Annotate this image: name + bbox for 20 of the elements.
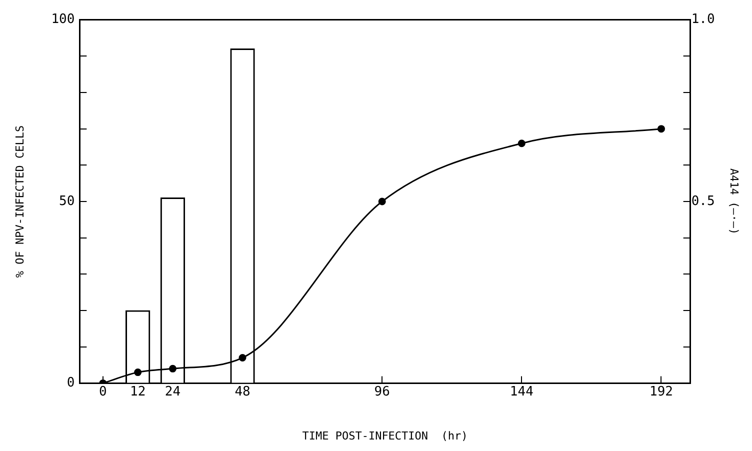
x-axis-title: TIME POST-INFECTION (hr) — [302, 429, 468, 442]
x-tick-label: 192 — [650, 384, 673, 400]
point — [134, 368, 142, 376]
y-tick-label: 100 — [51, 12, 75, 28]
x-tick-label: 12 — [130, 384, 146, 400]
point — [378, 198, 386, 206]
x-tick-label: 48 — [234, 384, 250, 400]
x-tick-label: 96 — [374, 384, 390, 400]
y2-tick-label: 1.0 — [691, 12, 715, 28]
x-tick-label: 0 — [99, 384, 107, 400]
point — [238, 354, 246, 362]
point — [168, 364, 176, 372]
point — [657, 125, 665, 133]
y2-tick-label: 0.5 — [691, 194, 715, 209]
x-tick-label: 24 — [164, 384, 181, 400]
x-tick-label: 144 — [510, 384, 534, 400]
y-axis-title: % OF NPV-INFECTED CELLS — [13, 125, 26, 278]
y2-axis-title: A414 (—·—) — [728, 168, 741, 235]
point — [518, 140, 526, 148]
y-tick-label: 50 — [59, 194, 75, 209]
